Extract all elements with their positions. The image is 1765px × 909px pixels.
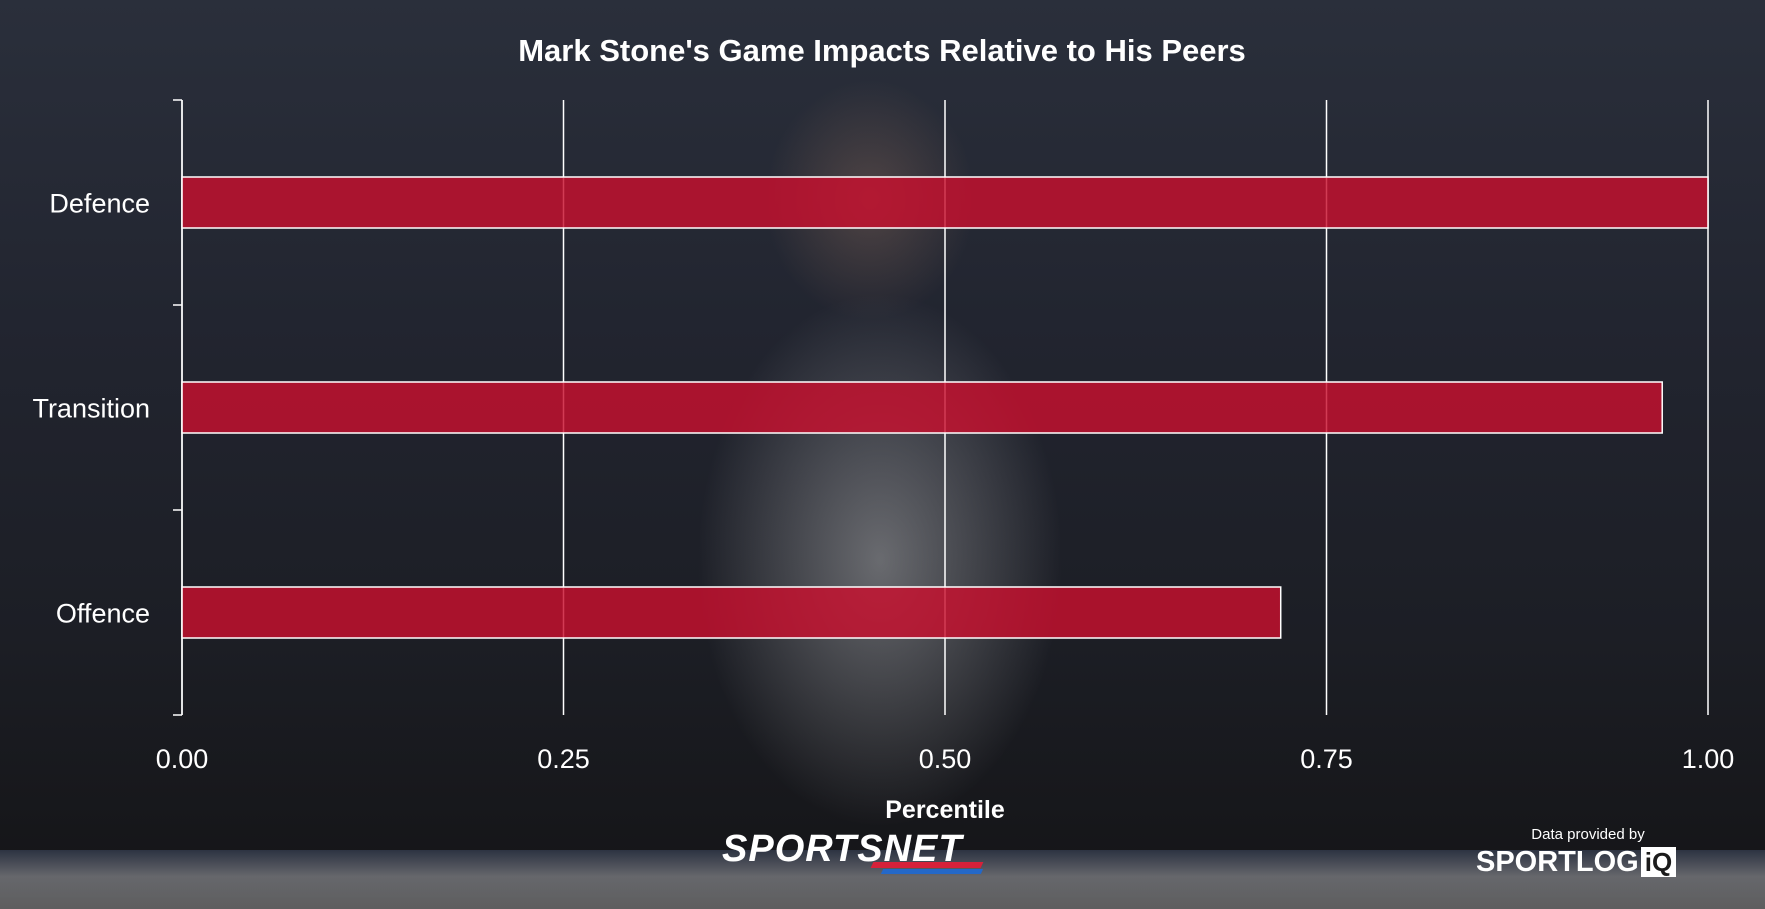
x-tick-label: 0.00 — [156, 744, 209, 774]
plot-area: Defence Transition Offence 0.00 0.25 0.50 0.75… — [32, 99, 1735, 774]
sportsnet-swoosh-red — [870, 862, 984, 868]
data-credit-caption: Data provided by — [1531, 826, 1645, 843]
sportsnet-swoosh-blue — [880, 869, 984, 874]
x-tick-label: 0.25 — [537, 744, 590, 774]
bar-transition — [181, 381, 1663, 434]
x-tick-label: 0.75 — [1300, 744, 1353, 774]
bar-defence — [181, 176, 1709, 229]
x-tick-label: 1.00 — [1682, 744, 1735, 774]
sportsnet-logo: SPORTSNET — [722, 828, 1032, 876]
x-tick-label: 0.50 — [919, 744, 972, 774]
bar-offence — [181, 586, 1282, 639]
category-label: Defence — [49, 189, 150, 219]
sportlogiq-logo: SPORTLOG iQ — [1476, 846, 1677, 878]
sportlogiq-logo-text: SPORTLOG — [1476, 846, 1639, 878]
category-label: Offence — [56, 599, 150, 629]
category-label: Transition — [32, 394, 150, 424]
background-ice — [0, 850, 1765, 909]
sportlogiq-iq-badge: iQ — [1640, 847, 1677, 877]
x-axis-label: Percentile — [885, 796, 1005, 824]
chart-title: Mark Stone's Game Impacts Relative to Hi… — [518, 33, 1246, 68]
